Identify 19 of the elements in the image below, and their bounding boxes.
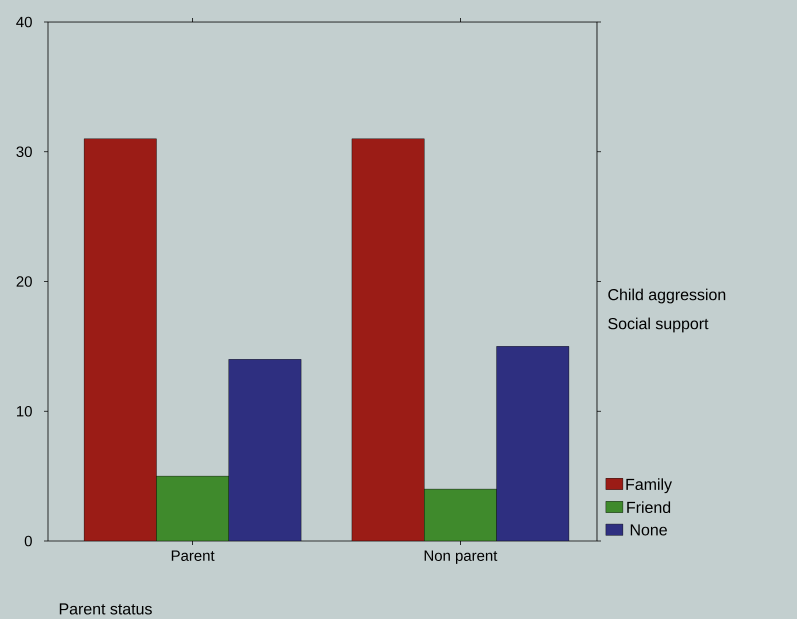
legend-label: Family — [626, 478, 672, 494]
bar — [496, 346, 570, 541]
bar — [424, 488, 497, 541]
y-tick-label: 30 — [16, 146, 32, 158]
y-tick-label: 40 — [16, 16, 32, 28]
bar — [156, 476, 229, 541]
y-tick-label: 10 — [17, 406, 32, 417]
y-tick-label: 0 — [24, 536, 32, 546]
legend-label: Friend — [627, 501, 670, 514]
bar — [228, 359, 302, 541]
x-tick-label: Non parent — [424, 550, 498, 564]
x-tick-label: Parent — [172, 550, 215, 561]
bar — [84, 138, 157, 541]
x-axis-title: Parent status — [60, 603, 152, 615]
legend-label: None — [630, 524, 667, 536]
y-axis-title: Child aggression — [608, 288, 726, 304]
y-tick-label: 20 — [16, 276, 32, 287]
bar — [352, 138, 424, 541]
legend-title: Social support — [608, 318, 708, 332]
